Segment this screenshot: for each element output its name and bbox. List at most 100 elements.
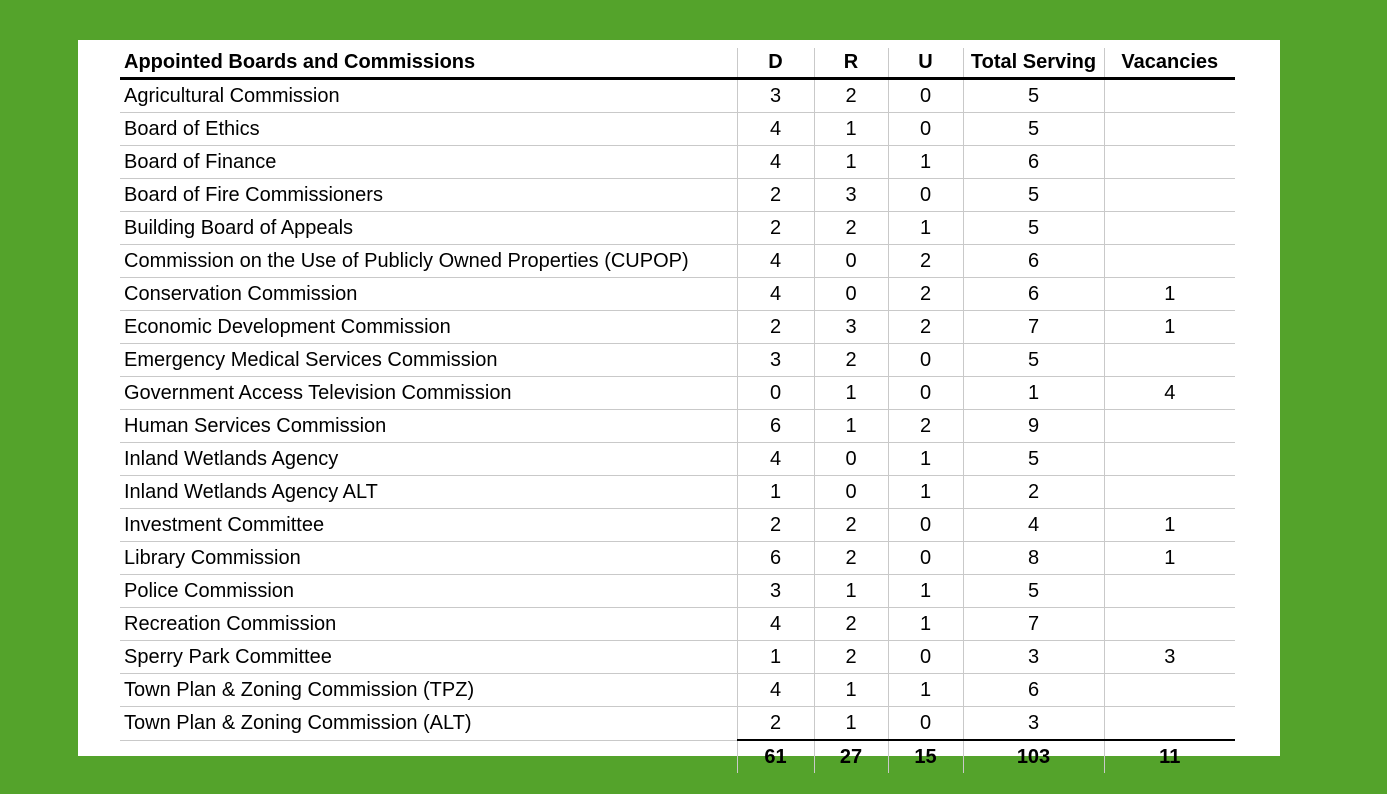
- cell-board-name: Government Access Television Commission: [120, 376, 737, 410]
- cell-total-serving: 4: [962, 508, 1104, 542]
- cell-vacancies: [1103, 409, 1235, 443]
- cell-d: 2: [736, 310, 814, 344]
- cell-board-name: Sperry Park Committee: [120, 640, 737, 674]
- cell-r: 1: [813, 673, 888, 707]
- cell-d: 1: [736, 475, 814, 509]
- cell-vacancies: 3: [1103, 640, 1235, 674]
- totals-vacancies: 11: [1103, 739, 1235, 773]
- cell-d: 4: [736, 607, 814, 641]
- cell-u: 2: [887, 244, 963, 278]
- cell-r: 1: [813, 145, 888, 179]
- table-row: Government Access Television Commission 0…: [120, 376, 1235, 410]
- cell-vacancies: [1103, 343, 1235, 377]
- header-row: Appointed Boards and Commissions D R U T…: [120, 48, 1235, 80]
- cell-u: 2: [887, 277, 963, 311]
- header-col-u: U: [887, 48, 963, 80]
- cell-u: 0: [887, 376, 963, 410]
- cell-r: 3: [813, 310, 888, 344]
- header-col-vacancies: Vacancies: [1103, 48, 1235, 80]
- cell-d: 6: [736, 541, 814, 575]
- table-row: Inland Wetlands Agency 4 0 1 5: [120, 442, 1235, 476]
- cell-vacancies: 1: [1103, 277, 1235, 311]
- cell-total-serving: 5: [962, 211, 1104, 245]
- cell-r: 2: [813, 541, 888, 575]
- cell-d: 3: [736, 78, 814, 113]
- cell-total-serving: 5: [962, 442, 1104, 476]
- cell-board-name: Recreation Commission: [120, 607, 737, 641]
- cell-vacancies: [1103, 442, 1235, 476]
- cell-board-name: Board of Ethics: [120, 112, 737, 146]
- cell-total-serving: 2: [962, 475, 1104, 509]
- cell-total-serving: 6: [962, 277, 1104, 311]
- cell-r: 3: [813, 178, 888, 212]
- cell-d: 3: [736, 574, 814, 608]
- cell-total-serving: 3: [962, 706, 1104, 741]
- cell-vacancies: 1: [1103, 508, 1235, 542]
- cell-r: 1: [813, 112, 888, 146]
- cell-u: 1: [887, 145, 963, 179]
- cell-board-name: Economic Development Commission: [120, 310, 737, 344]
- cell-board-name: Emergency Medical Services Commission: [120, 343, 737, 377]
- cell-u: 1: [887, 574, 963, 608]
- cell-d: 4: [736, 244, 814, 278]
- boards-table: Appointed Boards and Commissions D R U T…: [120, 48, 1235, 773]
- cell-r: 0: [813, 277, 888, 311]
- cell-board-name: Town Plan & Zoning Commission (ALT): [120, 706, 737, 741]
- table-body: Agricultural Commission 3 2 0 5 Board of Ethi…: [120, 78, 1235, 741]
- cell-u: 0: [887, 706, 963, 741]
- table-row: Town Plan & Zoning Commission (TPZ) 4 1 1 6: [120, 673, 1235, 707]
- totals-d: 61: [736, 739, 814, 773]
- cell-u: 0: [887, 343, 963, 377]
- cell-total-serving: 6: [962, 145, 1104, 179]
- table-row: Commission on the Use of Publicly Owned …: [120, 244, 1235, 278]
- table-row: Emergency Medical Services Commission 3 2 0…: [120, 343, 1235, 377]
- cell-d: 2: [736, 211, 814, 245]
- cell-vacancies: [1103, 145, 1235, 179]
- table-row: Economic Development Commission 2 3 2 7 1: [120, 310, 1235, 344]
- totals-u: 15: [887, 739, 963, 773]
- table-row: Conservation Commission 4 0 2 6 1: [120, 277, 1235, 311]
- cell-total-serving: 8: [962, 541, 1104, 575]
- cell-u: 1: [887, 211, 963, 245]
- cell-r: 1: [813, 409, 888, 443]
- table-row: Investment Committee 2 2 0 4 1: [120, 508, 1235, 542]
- cell-d: 2: [736, 706, 814, 741]
- cell-total-serving: 9: [962, 409, 1104, 443]
- table-row: Inland Wetlands Agency ALT 1 0 1 2: [120, 475, 1235, 509]
- cell-vacancies: [1103, 78, 1235, 113]
- cell-total-serving: 5: [962, 112, 1104, 146]
- cell-d: 4: [736, 145, 814, 179]
- cell-r: 2: [813, 78, 888, 113]
- cell-vacancies: [1103, 673, 1235, 707]
- cell-vacancies: 1: [1103, 310, 1235, 344]
- cell-u: 2: [887, 310, 963, 344]
- cell-vacancies: [1103, 211, 1235, 245]
- table-row: Human Services Commission 6 1 2 9: [120, 409, 1235, 443]
- cell-board-name: Town Plan & Zoning Commission (TPZ): [120, 673, 737, 707]
- cell-board-name: Library Commission: [120, 541, 737, 575]
- cell-board-name: Agricultural Commission: [120, 78, 737, 113]
- cell-board-name: Commission on the Use of Publicly Owned …: [120, 244, 737, 278]
- cell-vacancies: [1103, 607, 1235, 641]
- cell-total-serving: 5: [962, 343, 1104, 377]
- cell-r: 2: [813, 640, 888, 674]
- cell-total-serving: 7: [962, 607, 1104, 641]
- cell-vacancies: [1103, 244, 1235, 278]
- cell-total-serving: 6: [962, 673, 1104, 707]
- cell-u: 1: [887, 607, 963, 641]
- cell-vacancies: 4: [1103, 376, 1235, 410]
- cell-r: 1: [813, 574, 888, 608]
- cell-r: 0: [813, 244, 888, 278]
- table-row: Board of Finance 4 1 1 6: [120, 145, 1235, 179]
- cell-board-name: Human Services Commission: [120, 409, 737, 443]
- cell-total-serving: 5: [962, 78, 1104, 113]
- cell-d: 1: [736, 640, 814, 674]
- cell-total-serving: 6: [962, 244, 1104, 278]
- cell-vacancies: [1103, 706, 1235, 741]
- cell-d: 2: [736, 508, 814, 542]
- cell-board-name: Inland Wetlands Agency: [120, 442, 737, 476]
- cell-u: 1: [887, 475, 963, 509]
- table-row: Board of Fire Commissioners 2 3 0 5: [120, 178, 1235, 212]
- table-row: Police Commission 3 1 1 5: [120, 574, 1235, 608]
